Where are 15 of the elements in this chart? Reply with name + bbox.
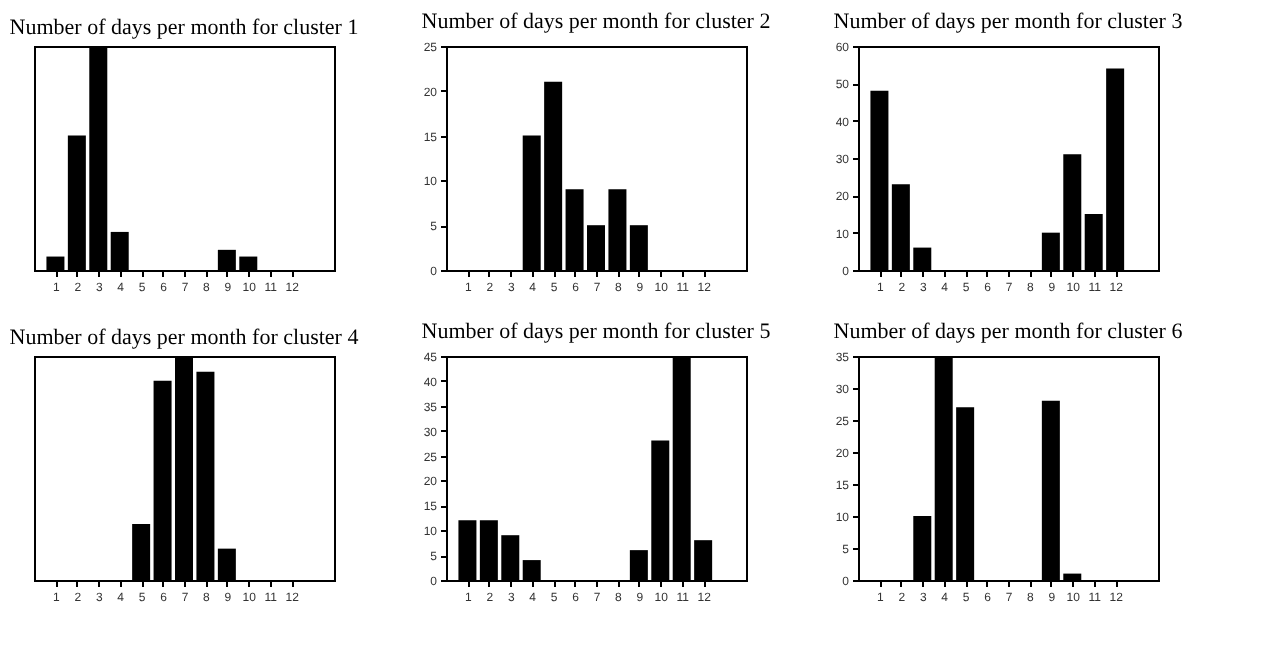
bar — [913, 516, 932, 580]
chart-title: Number of days per month for cluster 1 — [9, 16, 359, 40]
bar — [132, 524, 151, 580]
bar — [522, 560, 541, 580]
bar — [217, 548, 236, 580]
chart-title: Number of days per month for cluster 5 — [421, 320, 772, 344]
chart-title: Number of days per month for cluster 4 — [9, 326, 360, 350]
chart-title: Number of days per month for cluster 6 — [833, 320, 1184, 344]
bar — [458, 520, 477, 580]
chart-title: Number of days per month for cluster 3 — [833, 10, 1184, 34]
chart-title: Number of days per month for cluster 2 — [421, 10, 771, 34]
bar — [46, 256, 65, 270]
bar — [870, 90, 889, 270]
bar — [629, 225, 648, 270]
bar — [110, 231, 129, 270]
